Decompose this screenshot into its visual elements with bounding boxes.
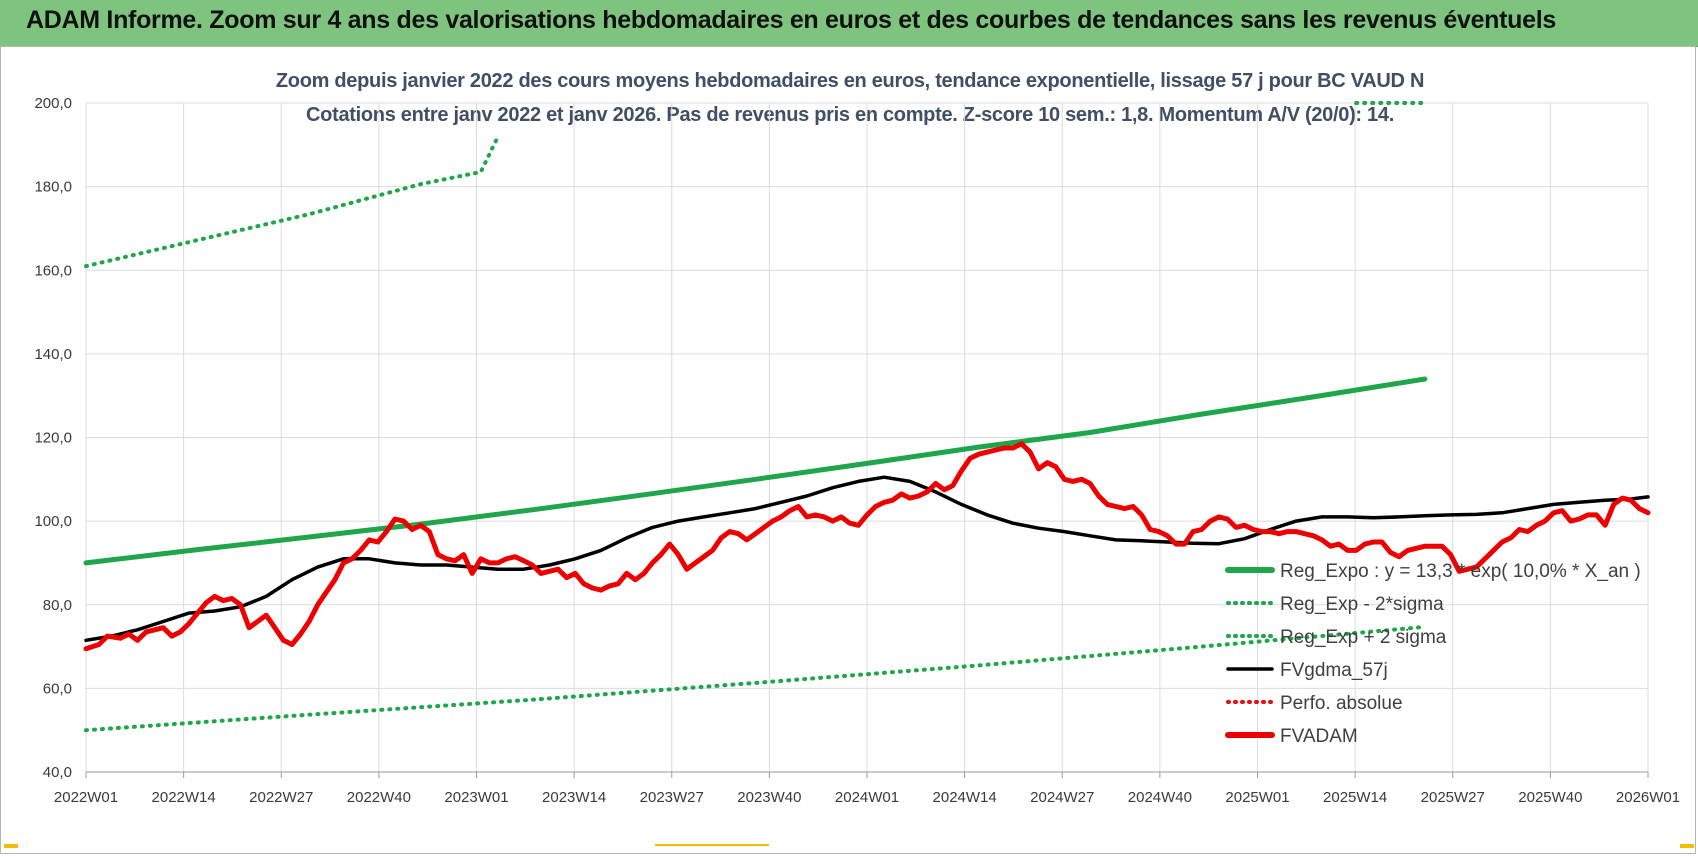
y-tick-label: 160,0 (34, 262, 72, 279)
title-banner: ADAM Informe. Zoom sur 4 ans des valoris… (0, 0, 1698, 47)
legend-label: Reg_Expo : y = 13,3 * exp( 10,0% * X_an … (1280, 561, 1641, 582)
x-tick-label: 2025W27 (1421, 789, 1485, 806)
x-tick-label: 2024W14 (933, 789, 997, 806)
x-tick-label: 2025W01 (1225, 789, 1289, 806)
series-line-reg-expo-y-13-3-exp-10-0-x-an (83, 376, 1428, 566)
y-tick-label: 140,0 (34, 346, 72, 363)
y-tick-label: 40,0 (43, 764, 72, 781)
legend-label: Perfo. absolue (1280, 693, 1403, 714)
chart-subtitle: Cotations entre janv 2022 et janv 2026. … (306, 104, 1394, 126)
x-tick-label: 2022W40 (347, 789, 411, 806)
x-tick-label: 2024W01 (835, 789, 899, 806)
x-tick-label: 2023W27 (640, 789, 704, 806)
legend-label: FVADAM (1280, 726, 1358, 747)
x-tick-label: 2026W01 (1616, 789, 1680, 806)
chart-title: Zoom depuis janvier 2022 des cours moyen… (275, 70, 1425, 92)
chart-frame (0, 46, 1696, 854)
y-tick-label: 200,0 (34, 95, 72, 112)
x-tick-label: 2023W14 (542, 789, 606, 806)
y-tick-label: 60,0 (43, 680, 72, 697)
x-tick-label: 2024W40 (1128, 789, 1192, 806)
series-line-fvadam (83, 441, 1651, 652)
x-tick-label: 2023W01 (444, 789, 508, 806)
x-tick-label: 2023W40 (737, 789, 801, 806)
legend-label: Reg_Exp + 2 sigma (1280, 627, 1447, 648)
x-tick-label: 2024W27 (1030, 789, 1094, 806)
corner-mark (4, 844, 18, 848)
page-title: ADAM Informe. Zoom sur 4 ans des valoris… (26, 6, 1556, 34)
x-tick-label: 2025W14 (1323, 789, 1387, 806)
series-line-reg-exp-2-sigma (84, 624, 1427, 733)
series-line-reg-exp-2-sigma (84, 134, 500, 269)
x-tick-label: 2022W27 (249, 789, 313, 806)
y-tick-label: 100,0 (34, 513, 72, 530)
legend-label: FVgdma_57j (1280, 660, 1388, 681)
y-tick-label: 180,0 (34, 179, 72, 196)
y-tick-label: 80,0 (43, 597, 72, 614)
corner-mark (655, 844, 769, 846)
y-tick-label: 120,0 (34, 430, 72, 447)
x-tick-label: 2025W40 (1518, 789, 1582, 806)
x-tick-label: 2022W14 (152, 789, 216, 806)
legend-label: Reg_Exp - 2*sigma (1280, 594, 1444, 615)
corner-mark (1680, 844, 1694, 848)
x-tick-label: 2022W01 (54, 789, 118, 806)
